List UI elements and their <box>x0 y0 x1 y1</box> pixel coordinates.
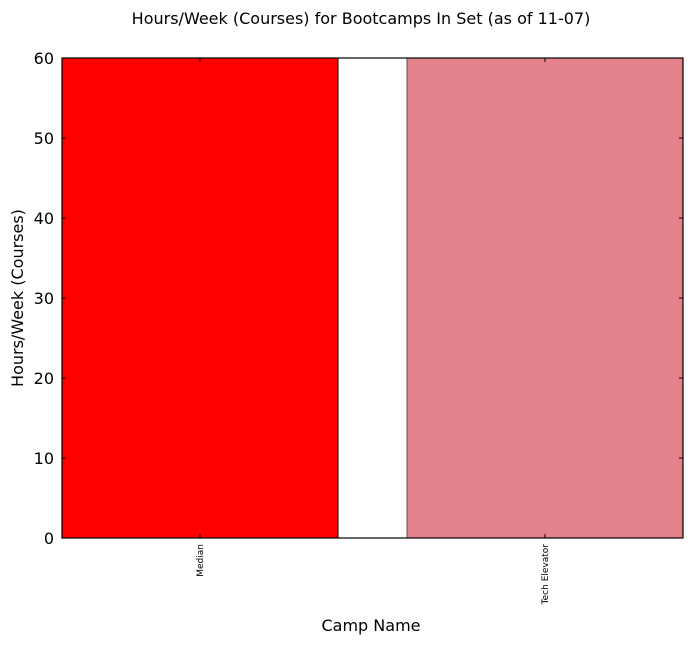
chart-title: Hours/Week (Courses) for Bootcamps In Se… <box>132 9 591 28</box>
bars-group <box>61 57 684 539</box>
y-tick-label: 20 <box>34 369 54 388</box>
y-tick-label: 30 <box>34 289 54 308</box>
bar-median <box>61 57 339 539</box>
bar-tech-elevator <box>406 57 684 539</box>
y-tick-label: 60 <box>34 49 54 68</box>
x-axis-ticks: Median Tech Elevator <box>196 58 551 605</box>
y-tick-label: 40 <box>34 209 54 228</box>
y-axis-label: Hours/Week (Courses) <box>8 209 27 387</box>
y-tick-label: 50 <box>34 129 54 148</box>
y-tick-label: 10 <box>34 449 54 468</box>
x-axis-label: Camp Name <box>321 616 420 635</box>
x-tick-label: Median <box>196 544 206 577</box>
x-tick-label: Tech Elevator <box>541 544 551 606</box>
y-axis-ticks: 0 10 20 30 40 50 60 <box>34 49 683 548</box>
y-tick-label: 0 <box>44 529 54 548</box>
